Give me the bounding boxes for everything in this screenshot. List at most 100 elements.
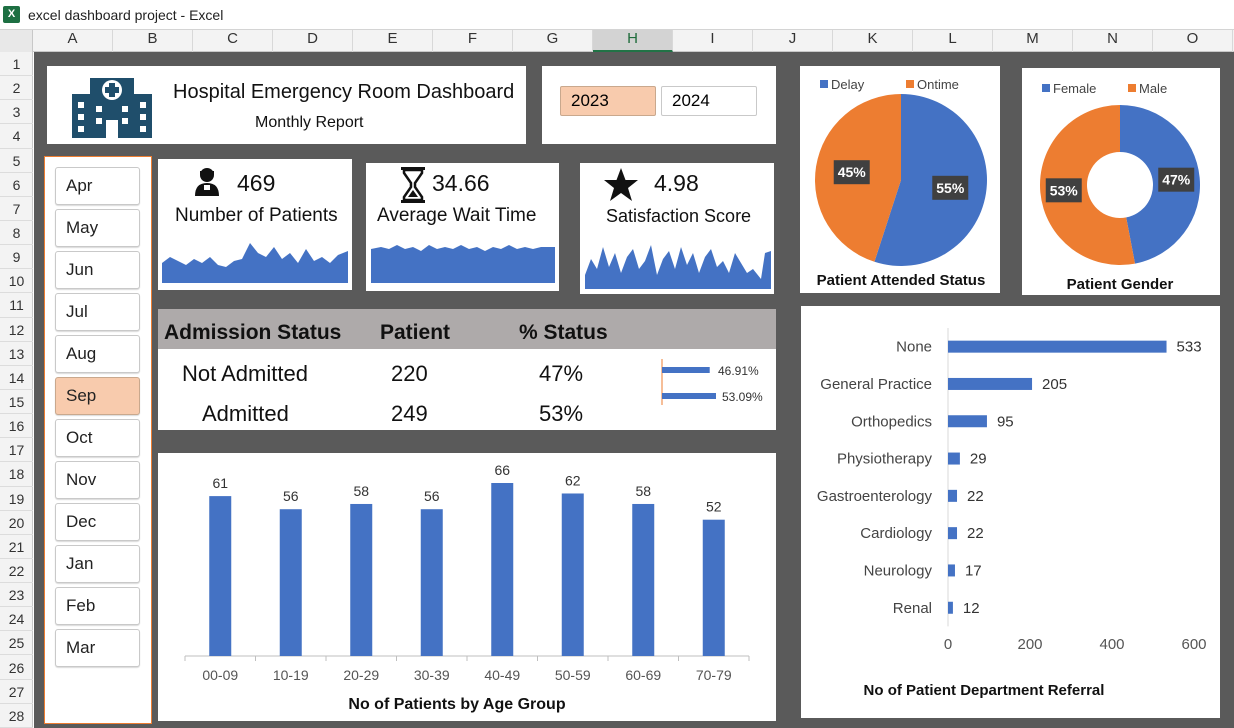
column-header-n[interactable]: N bbox=[1073, 30, 1153, 52]
tick-label: Gastroenterology bbox=[817, 488, 933, 505]
column-header-h[interactable]: H bbox=[593, 30, 673, 52]
row-header[interactable]: 6 bbox=[0, 173, 33, 197]
admission-bar-label: 46.91% bbox=[718, 364, 759, 378]
bar bbox=[948, 489, 958, 502]
admission-bar-not-admitted bbox=[662, 367, 710, 373]
row-header[interactable]: 11 bbox=[0, 293, 33, 318]
column-header-o[interactable]: O bbox=[1153, 30, 1233, 52]
row-header[interactable]: 8 bbox=[0, 221, 33, 246]
row-header[interactable]: 20 bbox=[0, 511, 33, 535]
year-slicer: 2023 2024 bbox=[542, 66, 776, 144]
month-button-mar[interactable]: Mar bbox=[55, 629, 140, 667]
month-button-feb[interactable]: Feb bbox=[55, 587, 140, 625]
bar bbox=[561, 493, 584, 656]
column-header-i[interactable]: I bbox=[673, 30, 753, 52]
row-header[interactable]: 1 bbox=[0, 52, 33, 77]
tick-label: 00-09 bbox=[202, 667, 238, 683]
row-header[interactable]: 26 bbox=[0, 656, 33, 680]
column-header-f[interactable]: F bbox=[433, 30, 513, 52]
row-header[interactable]: 25 bbox=[0, 631, 33, 656]
row-header[interactable]: 21 bbox=[0, 535, 33, 559]
row-header[interactable]: 16 bbox=[0, 414, 33, 439]
row-header[interactable]: 5 bbox=[0, 149, 33, 173]
select-all-corner[interactable] bbox=[0, 30, 33, 52]
admission-row-status: Admitted bbox=[202, 401, 289, 426]
data-label: 62 bbox=[565, 472, 581, 488]
bar bbox=[491, 483, 514, 656]
row-header[interactable]: 4 bbox=[0, 124, 33, 149]
row-header[interactable]: 23 bbox=[0, 583, 33, 608]
row-header[interactable]: 14 bbox=[0, 366, 33, 390]
row-header[interactable]: 3 bbox=[0, 100, 33, 125]
excel-app-icon: X bbox=[3, 6, 20, 23]
row-header[interactable]: 15 bbox=[0, 390, 33, 415]
admission-header-patient: Patient bbox=[380, 321, 451, 344]
tick-label: 20-29 bbox=[343, 667, 379, 683]
row-header[interactable]: 18 bbox=[0, 462, 33, 487]
column-header-d[interactable]: D bbox=[273, 30, 353, 52]
column-header-l[interactable]: L bbox=[913, 30, 993, 52]
row-header[interactable]: 9 bbox=[0, 245, 33, 270]
month-button-oct[interactable]: Oct bbox=[55, 419, 140, 457]
month-button-dec[interactable]: Dec bbox=[55, 503, 140, 541]
row-header[interactable]: 19 bbox=[0, 487, 33, 511]
admission-bar-admitted bbox=[662, 393, 716, 399]
tick-label: Orthopedics bbox=[851, 413, 932, 430]
row-header[interactable]: 7 bbox=[0, 197, 33, 221]
month-button-apr[interactable]: Apr bbox=[55, 167, 140, 205]
tick-label: 600 bbox=[1181, 636, 1206, 653]
bar bbox=[350, 503, 373, 656]
age-group-bar-chart: 61 00-09 56 10-19 58 20-29 56 30-39 66 40-49 62 50-… bbox=[184, 462, 750, 713]
data-label: 55% bbox=[936, 180, 965, 196]
admission-row-pct: 53% bbox=[539, 401, 584, 426]
column-header-a[interactable]: A bbox=[33, 30, 113, 52]
data-label: 52 bbox=[706, 499, 722, 515]
legend-label: Ontime bbox=[917, 77, 959, 92]
month-button-jul[interactable]: Jul bbox=[55, 293, 140, 331]
row-header[interactable]: 28 bbox=[0, 704, 33, 728]
bar bbox=[948, 340, 1167, 353]
year-button-2024[interactable]: 2024 bbox=[661, 86, 757, 116]
column-header-b[interactable]: B bbox=[113, 30, 193, 52]
year-button-2023[interactable]: 2023 bbox=[560, 86, 656, 116]
data-label: 205 bbox=[1042, 376, 1067, 393]
tick-label: 400 bbox=[1099, 636, 1124, 653]
row-header[interactable]: 13 bbox=[0, 342, 33, 366]
dashboard-subtitle: Monthly Report bbox=[255, 114, 364, 131]
row-header[interactable]: 27 bbox=[0, 680, 33, 704]
month-button-may[interactable]: May bbox=[55, 209, 140, 247]
month-button-sep[interactable]: Sep bbox=[55, 377, 140, 415]
column-header-k[interactable]: K bbox=[833, 30, 913, 52]
attended-status-pie-chart: 55% 45% Delay Ontime Patient Attended Status bbox=[815, 77, 987, 289]
bar bbox=[948, 564, 955, 577]
row-header[interactable]: 17 bbox=[0, 438, 33, 463]
row-header[interactable]: 10 bbox=[0, 269, 33, 294]
column-header-m[interactable]: M bbox=[993, 30, 1073, 52]
row-header[interactable]: 24 bbox=[0, 607, 33, 632]
chart-title: Patient Gender bbox=[1067, 276, 1174, 293]
data-label: 22 bbox=[967, 488, 984, 505]
row-header[interactable]: 2 bbox=[0, 76, 33, 101]
department-referral-panel: None 533 General Practice 205 Orthopedics 95 P… bbox=[801, 306, 1220, 718]
row-header[interactable]: 22 bbox=[0, 559, 33, 584]
kpi-label-wait-time: Average Wait Time bbox=[377, 205, 537, 226]
legend-label: Delay bbox=[831, 77, 865, 92]
admission-row-patients: 249 bbox=[391, 401, 428, 426]
month-button-nov[interactable]: Nov bbox=[55, 461, 140, 499]
column-header-g[interactable]: G bbox=[513, 30, 593, 52]
legend-swatch bbox=[1128, 84, 1136, 92]
admission-mini-bars: 46.91% 53.09% bbox=[661, 359, 763, 405]
month-button-aug[interactable]: Aug bbox=[55, 335, 140, 373]
tick-label: 0 bbox=[944, 636, 952, 653]
dashboard-sheet: Hospital Emergency Room Dashboard Monthl… bbox=[34, 52, 1234, 728]
month-button-jan[interactable]: Jan bbox=[55, 545, 140, 583]
row-header[interactable]: 12 bbox=[0, 318, 33, 342]
column-header-e[interactable]: E bbox=[353, 30, 433, 52]
column-header-c[interactable]: C bbox=[193, 30, 273, 52]
column-header-j[interactable]: J bbox=[753, 30, 833, 52]
tick-label: 60-69 bbox=[625, 667, 661, 683]
month-button-jun[interactable]: Jun bbox=[55, 251, 140, 289]
data-label: 12 bbox=[963, 600, 980, 617]
tick-label: Physiotherapy bbox=[837, 451, 933, 468]
